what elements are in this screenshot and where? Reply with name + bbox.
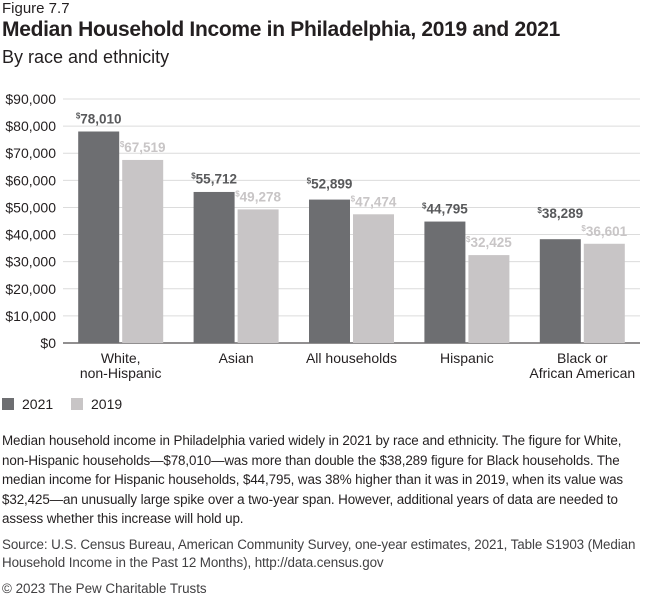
data-label: $52,899 <box>307 176 353 191</box>
bar-2019 <box>468 255 510 343</box>
data-label: $44,795 <box>422 202 468 217</box>
legend-item-2021: 2021 <box>2 396 53 412</box>
data-label: $38,289 <box>537 206 583 221</box>
bar-2021 <box>539 239 581 343</box>
figure-label: Figure 7.7 <box>2 0 70 17</box>
bar-2019 <box>353 214 394 343</box>
bar-2019 <box>583 243 625 343</box>
y-tick-label: $50,000 <box>5 199 56 215</box>
y-tick-label: $80,000 <box>5 118 56 134</box>
chart-subtitle: By race and ethnicity <box>2 47 170 67</box>
x-tick-label: Black or <box>557 350 608 366</box>
data-label: $49,278 <box>235 189 281 204</box>
y-tick-label: $60,000 <box>5 172 56 188</box>
bar-2021 <box>78 131 120 343</box>
x-tick-label: Hispanic <box>440 350 494 366</box>
y-tick-label: $10,000 <box>5 308 56 324</box>
bar-2021 <box>424 221 466 343</box>
x-tick-label: Asian <box>219 350 254 366</box>
source-note: Source: U.S. Census Bureau, American Com… <box>2 536 636 571</box>
y-tick-label: $0 <box>40 335 56 351</box>
bar-2019 <box>237 209 279 343</box>
data-label: $55,712 <box>191 171 237 186</box>
data-label: $32,425 <box>466 235 512 250</box>
data-label: $36,601 <box>581 224 627 239</box>
x-tick-label: All households <box>306 350 397 366</box>
y-tick-label: $70,000 <box>5 145 56 161</box>
x-tick-label: White, <box>101 350 141 366</box>
data-label: $67,519 <box>120 140 166 155</box>
legend-swatch-2021 <box>2 398 14 410</box>
bar-2021 <box>193 191 235 343</box>
legend-swatch-2019 <box>71 398 83 410</box>
x-tick-label: non-Hispanic <box>80 365 162 381</box>
y-tick-label: $20,000 <box>5 281 56 297</box>
legend-label: 2021 <box>22 396 54 412</box>
data-label: $78,010 <box>76 112 122 127</box>
y-tick-label: $30,000 <box>5 254 56 270</box>
chart-title: Median Household Income in Philadelphia,… <box>2 18 560 41</box>
chart-note: Median household income in Philadelphia … <box>2 433 624 526</box>
data-label: $47,474 <box>351 194 397 209</box>
bar-2019 <box>122 159 164 343</box>
copyright: © 2023 The Pew Charitable Trusts <box>2 580 207 596</box>
bar-2021 <box>309 199 350 343</box>
legend-item-2019: 2019 <box>71 396 122 412</box>
x-tick-label: African American <box>529 365 635 381</box>
y-tick-label: $90,000 <box>5 91 56 107</box>
legend-label: 2019 <box>91 396 123 412</box>
bar-chart: $0 $10,000 $20,000 $30,000 $40,000 $50,000 $60… <box>5 91 640 381</box>
footnotes: Median household income in Philadelphia … <box>2 431 646 598</box>
y-tick-label: $40,000 <box>5 227 56 243</box>
